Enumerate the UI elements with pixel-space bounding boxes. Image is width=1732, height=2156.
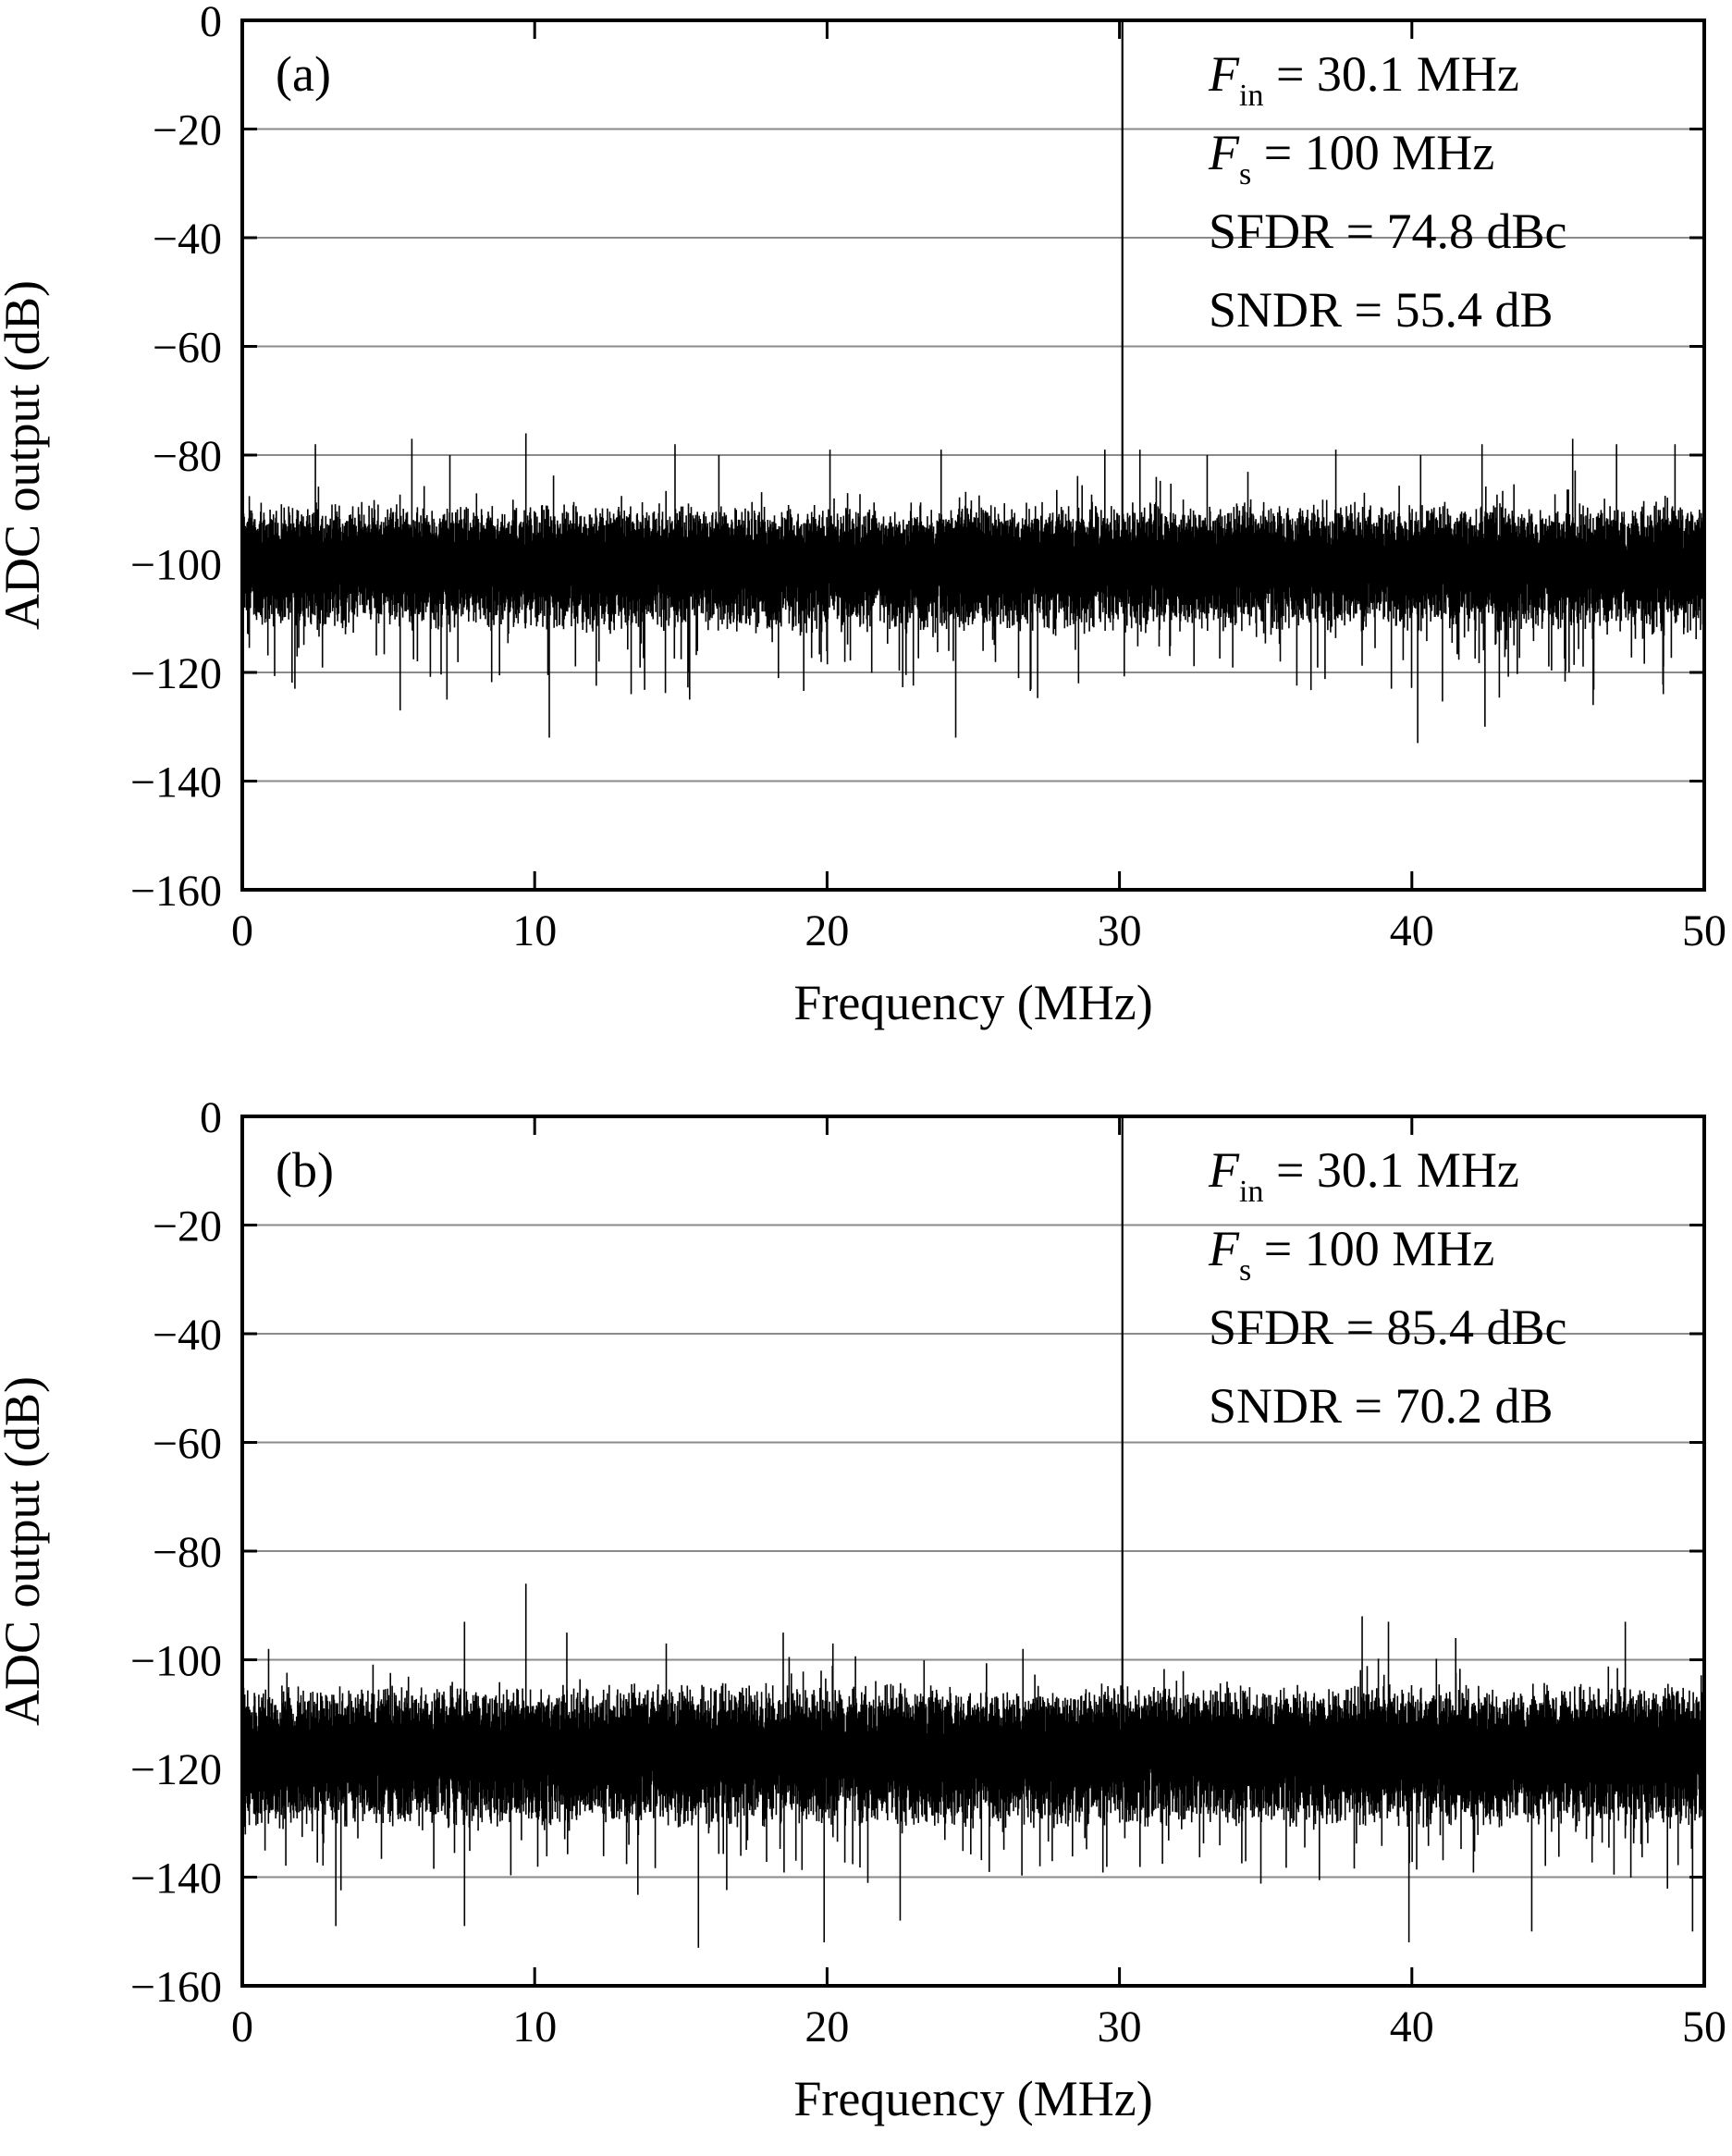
panel-a-xtick-label: 40 xyxy=(1390,906,1434,955)
panel-b-annotation-sub: s xyxy=(1239,1253,1251,1287)
panel-b-xtick-label: 30 xyxy=(1098,2002,1142,2051)
panel-a-ytick-label: 0 xyxy=(200,0,222,46)
panel-b-annotation-value: SFDR = 85.4 dBc xyxy=(1209,1300,1567,1355)
panel-b-annotation-line: SNDR = 70.2 dB xyxy=(1209,1378,1554,1434)
panel-a-annotation-value: SFDR = 74.8 dBc xyxy=(1209,203,1567,259)
panel-b-annotation-value: SNDR = 70.2 dB xyxy=(1209,1378,1554,1434)
panel-b-spectrum xyxy=(241,1116,1705,1948)
panel-a-label: (a) xyxy=(276,46,331,102)
panel-b-xlabel: Frequency (MHz) xyxy=(793,2071,1152,2126)
panel-a-annotation-sub: in xyxy=(1239,79,1263,113)
panel-a-xtick-label: 10 xyxy=(512,906,557,955)
panel-b-xtick-label: 50 xyxy=(1682,2002,1726,2051)
panel-b-ytick-label: −120 xyxy=(130,1745,222,1794)
panel-b-ytick-label: −40 xyxy=(153,1311,222,1360)
panel-b-grid xyxy=(242,1224,1704,1879)
panel-a-ytick-label: −60 xyxy=(153,324,222,373)
panel-b-noise-floor xyxy=(241,1656,1705,1895)
panel-b-annotation-line: Fs = 100 MHz xyxy=(1208,1221,1494,1287)
panel-b-annotation-line: SFDR = 85.4 dBc xyxy=(1209,1300,1567,1355)
panel-a-annotation-line: SFDR = 74.8 dBc xyxy=(1209,203,1567,259)
panel-a-xtick-label: 0 xyxy=(231,906,253,955)
panel-a-ytick-label: −160 xyxy=(130,867,222,916)
panel-b-ylabel: ADC output (dB) xyxy=(0,1376,50,1726)
panel-b-annotation-line: Fin = 30.1 MHz xyxy=(1208,1142,1519,1209)
panel-a-spectrum xyxy=(241,20,1705,744)
panel-a-xtick-label: 50 xyxy=(1682,906,1726,955)
panel-a-ytick-label: −20 xyxy=(153,106,222,155)
panel-b-ytick-label: −60 xyxy=(153,1420,222,1469)
panel-a-annotation-value: = 30.1 MHz xyxy=(1263,46,1518,102)
panel-a-annotation-line: Fs = 100 MHz xyxy=(1208,125,1494,191)
panel-b-ytick-label: −140 xyxy=(130,1854,222,1903)
panel-a-ytick-label: −100 xyxy=(130,541,222,590)
panel-a-xlabel: Frequency (MHz) xyxy=(793,975,1152,1030)
panel-a-ytick-label: −40 xyxy=(153,215,222,264)
panel-a-ytick-label: −140 xyxy=(130,758,222,807)
panel-a-annotation-value: SNDR = 55.4 dB xyxy=(1209,282,1554,338)
panel-a-annotation-sub: s xyxy=(1239,157,1251,191)
panel-b-xtick-label: 0 xyxy=(231,2002,253,2051)
panel-b-xtick-label: 40 xyxy=(1390,2002,1434,2051)
panel-b-ytick-label: −80 xyxy=(153,1528,222,1577)
panel-b-annotation-sub: in xyxy=(1239,1175,1263,1209)
panel-a-xtick-label: 30 xyxy=(1098,906,1142,955)
panel-a-annotation-var: F xyxy=(1208,46,1240,102)
panel-a-ytick-label: −80 xyxy=(153,432,222,481)
panel-a-ytick-label: −120 xyxy=(130,649,222,698)
panel-a-annotation-line: SNDR = 55.4 dB xyxy=(1209,282,1554,338)
panel-a-annotation-value: = 100 MHz xyxy=(1251,125,1494,180)
panel-a-annotation-var: F xyxy=(1208,125,1240,180)
panel-b-xtick-label: 20 xyxy=(805,2002,849,2051)
panel-b-annotation-var: F xyxy=(1208,1221,1240,1276)
panel-b-annotation-value: = 100 MHz xyxy=(1251,1221,1494,1276)
panel-b-annotation-var: F xyxy=(1208,1142,1240,1198)
panel-a-xtick-label: 20 xyxy=(805,906,849,955)
panel-b-annotation-value: = 30.1 MHz xyxy=(1263,1142,1518,1198)
panel-b-ytick-label: −20 xyxy=(153,1202,222,1251)
panel-b-xtick-label: 10 xyxy=(512,2002,557,2051)
panel-a-annotation-line: Fin = 30.1 MHz xyxy=(1208,46,1519,113)
panel-b-ytick-label: 0 xyxy=(200,1093,222,1142)
panel-b-label: (b) xyxy=(276,1142,334,1198)
panel-a-ylabel: ADC output (dB) xyxy=(0,280,50,630)
panel-b-ytick-label: −160 xyxy=(130,1963,222,2012)
panel-b-ytick-label: −100 xyxy=(130,1637,222,1686)
